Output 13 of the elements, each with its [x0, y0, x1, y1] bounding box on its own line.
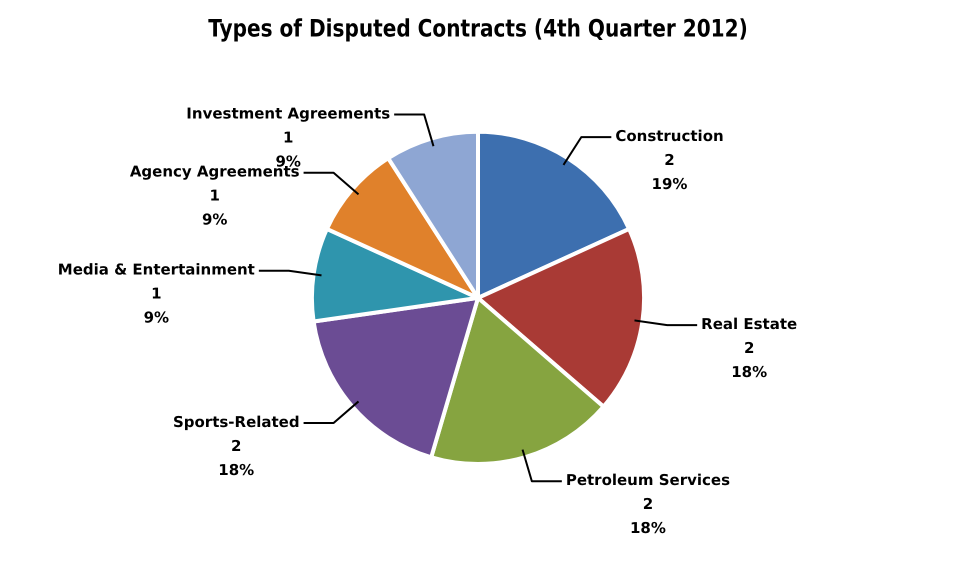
- slice-label: Petroleum Services: [566, 471, 730, 490]
- data-label: 1 9%: [202, 186, 228, 229]
- data-label: 2 19%: [652, 151, 688, 194]
- chart-title: Types of Disputed Contracts (4th Quarter 2012): [208, 14, 748, 44]
- data-label: 2 18%: [731, 338, 768, 381]
- slice-label: Sports-Related: [172, 412, 300, 431]
- data-label: 1 9%: [144, 284, 170, 327]
- slice-label: Media & Entertainment: [58, 260, 255, 279]
- data-label: 2 18%: [630, 495, 666, 538]
- slice-label: Real Estate: [701, 314, 798, 333]
- slice-label: Investment Agreements: [186, 104, 390, 122]
- data-label: 2 18%: [218, 436, 254, 479]
- slice-label: Construction: [615, 127, 724, 146]
